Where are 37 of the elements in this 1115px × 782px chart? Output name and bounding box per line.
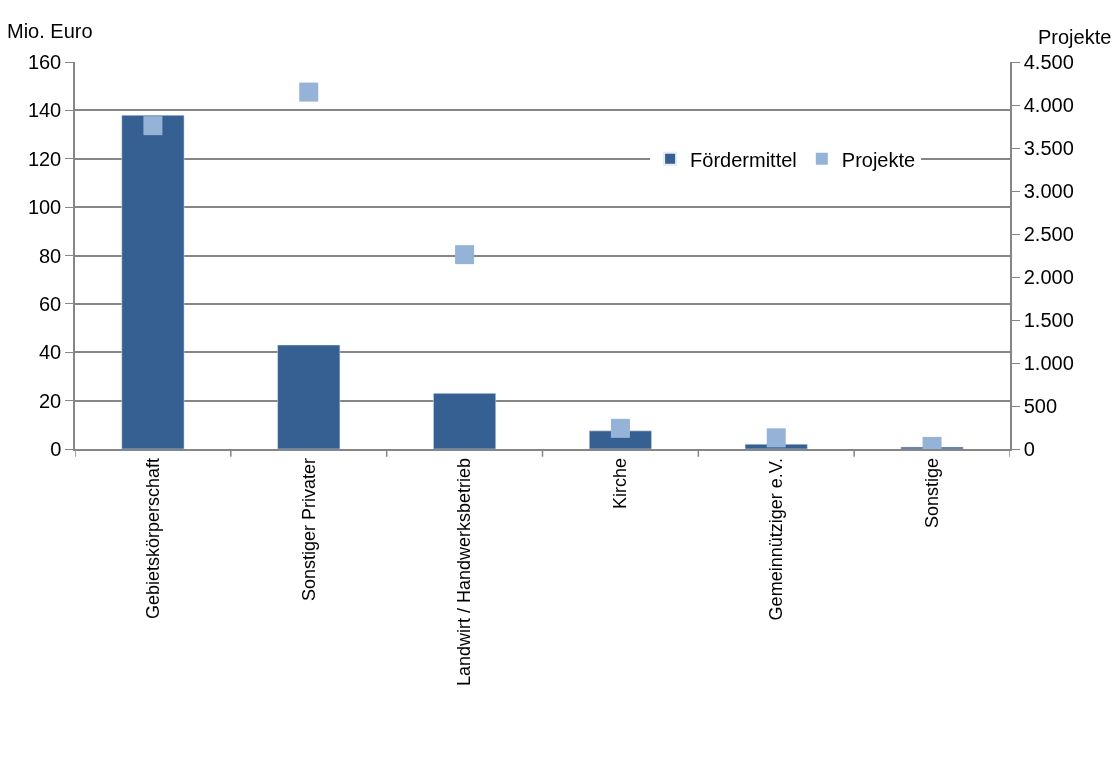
x-tick-label: Gemeinnütziger e.V. <box>766 457 787 621</box>
y2-tick-label: 0 <box>1023 438 1035 460</box>
x-tick-label: Gebietskörperschaft <box>142 457 163 620</box>
y2-tick-label: 2.500 <box>1023 223 1074 245</box>
x-tick-label: Sonstige <box>921 457 942 529</box>
legend-label: Fördermittel <box>690 148 797 171</box>
y-tick-label: 20 <box>39 389 62 412</box>
point <box>610 418 630 438</box>
legend-label: Projekte <box>841 148 916 171</box>
y2-axis-title: Projekte <box>1038 26 1112 48</box>
bar <box>121 114 185 449</box>
y2-tick-label: 1.500 <box>1023 309 1074 331</box>
bar <box>277 344 341 449</box>
point <box>299 82 319 102</box>
y2-tick-label: 2.000 <box>1023 266 1074 288</box>
y-tick-label: 140 <box>27 99 62 122</box>
x-tick-label: Sonstiger Privater <box>298 457 319 602</box>
y-tick-label: 120 <box>27 147 62 170</box>
x-tick-label: Landwirt / Handwerksbetrieb <box>454 457 475 687</box>
bar <box>433 393 496 449</box>
point <box>766 428 786 448</box>
x-tick-label: Kirche <box>610 457 631 509</box>
y2-tick-label: 3.500 <box>1023 137 1074 159</box>
y2-tick-label: 4.500 <box>1023 51 1074 73</box>
y-axis-title: Mio. Euro <box>7 20 93 42</box>
y-tick-label: 60 <box>39 292 62 315</box>
y-tick-label: 40 <box>39 341 62 364</box>
point <box>455 245 475 265</box>
y-tick-label: 100 <box>27 196 62 219</box>
y2-tick-label: 1.000 <box>1023 352 1074 374</box>
y2-tick-label: 3.000 <box>1023 180 1074 202</box>
point <box>143 116 163 136</box>
y2-tick-label: 4.000 <box>1023 94 1074 116</box>
y-tick-label: 80 <box>39 244 62 267</box>
y-tick-label: 0 <box>50 438 62 460</box>
y-tick-label: 160 <box>27 51 62 73</box>
y2-tick-label: 500 <box>1023 395 1058 417</box>
